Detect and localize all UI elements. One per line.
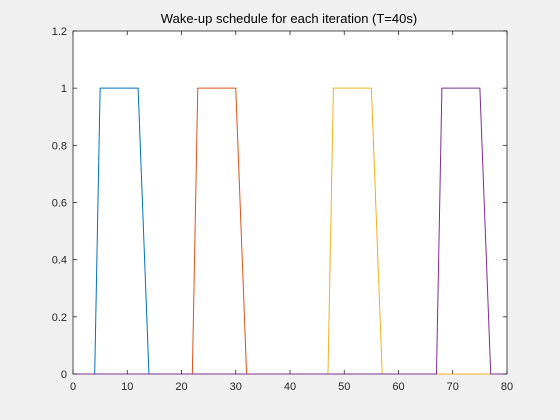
y-tick-label-1: 0.2 xyxy=(52,312,67,324)
y-tick-label-6: 1.2 xyxy=(52,26,67,38)
x-tick-label-7: 70 xyxy=(447,381,459,393)
chart-title: Wake-up schedule for each iteration (T=4… xyxy=(161,11,417,26)
x-tick-label-6: 60 xyxy=(392,381,404,393)
tick-layer: 0 10 20 30 40 50 60 70 80 0 0.2 0.4 0.6 0.8 1 1.2 xyxy=(52,26,513,393)
x-tick-label-5: 50 xyxy=(338,381,350,393)
x-tick-label-3: 30 xyxy=(230,381,242,393)
y-tick-label-0: 0 xyxy=(61,369,67,381)
y-tick-label-4: 0.8 xyxy=(52,140,67,152)
x-tick-label-1: 10 xyxy=(121,381,133,393)
y-tick-label-5: 1 xyxy=(61,83,67,95)
x-tick-label-8: 80 xyxy=(501,381,513,393)
x-tick-label-4: 40 xyxy=(284,381,296,393)
y-tick-label-3: 0.6 xyxy=(52,198,67,210)
x-tick-label-0: 0 xyxy=(70,381,76,393)
x-tick-label-2: 20 xyxy=(175,381,187,393)
y-tick-label-2: 0.4 xyxy=(52,255,67,267)
series-line-4 xyxy=(73,87,507,375)
plot-area xyxy=(72,30,508,375)
